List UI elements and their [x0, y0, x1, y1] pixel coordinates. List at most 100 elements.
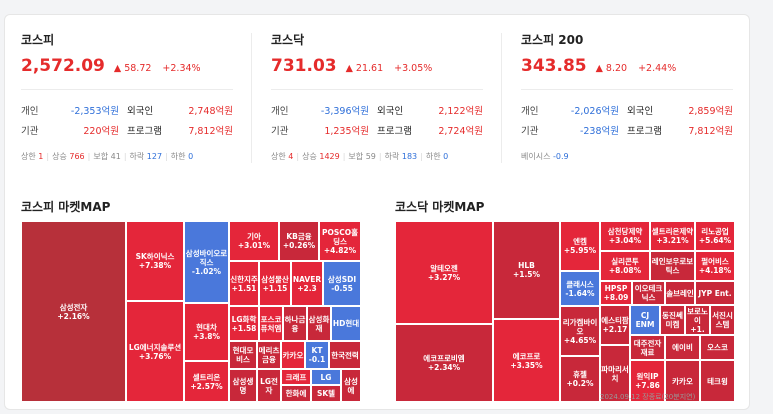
kospi-map-tile[interactable]: 삼성물산 +1.15	[259, 261, 291, 306]
kospi-map-tile[interactable]: 삼성전자 +2.16%	[21, 221, 126, 402]
tile-change: +4.18%	[698, 266, 732, 275]
kosdaq-map-tile[interactable]: 에이비	[665, 335, 700, 360]
kospi200-name[interactable]: 코스피 200	[521, 33, 584, 47]
tile-name: 삼성에	[344, 376, 358, 395]
kospi-map-tile[interactable]: 카카오	[281, 341, 305, 369]
kosdaq-map-tile[interactable]: 동진쎄미켐	[660, 305, 685, 335]
kospi-map-tile[interactable]: 크래프	[281, 369, 311, 385]
kosdaq-map-tile[interactable]: 솔브레인	[665, 281, 695, 305]
tile-name: KT	[311, 346, 323, 355]
tile-change: +4.82%	[323, 245, 357, 255]
kosdaq-map-tile[interactable]: HPSP +8.09	[600, 281, 632, 305]
tile-name: HLB	[518, 261, 535, 270]
tile-name: 하나금융	[284, 314, 306, 333]
kospi-map-tile[interactable]: SK텔	[311, 385, 341, 402]
kosdaq-map-tile[interactable]: 에코프로비엠 +2.34%	[395, 324, 493, 402]
kospi-map-tile[interactable]: KT -0.1	[305, 341, 329, 369]
column-divider	[251, 33, 252, 163]
kosdaq-name[interactable]: 코스닥	[271, 33, 305, 47]
kosdaq-map-tile[interactable]: 삼천당제약 +3.04%	[600, 221, 650, 251]
kospi-map-tile[interactable]: NAVER +2.3	[291, 261, 323, 306]
kospi-map-tile[interactable]: 삼성에	[341, 369, 361, 402]
tile-name: HPSP	[604, 284, 628, 293]
kosdaq-map-tile[interactable]: 테크윙	[700, 360, 735, 402]
tile-change: +3.76%	[138, 351, 172, 361]
tile-change: +4.65%	[563, 335, 597, 345]
kospi-map-tile[interactable]: LG	[311, 369, 341, 385]
tile-name: 삼성바이오로직스	[185, 248, 228, 267]
kosdaq-map-tile[interactable]: 리노공업 +5.64%	[695, 221, 735, 251]
kospi-map-tile[interactable]: 삼성화재	[307, 306, 331, 341]
kospi-map-tile[interactable]: 삼성SDI -0.55	[323, 261, 361, 306]
kosdaq-map-tile[interactable]: 휴젤 +0.2%	[560, 356, 600, 402]
kospi-map-tile[interactable]: LG에너지솔루션 +3.76%	[126, 301, 184, 402]
kosdaq-map-tile[interactable]: 보로노이 +1.	[685, 305, 710, 335]
kospi-map-tile[interactable]: 한화에	[281, 385, 311, 402]
kospi-map-tile[interactable]: KB금융 +0.26%	[279, 221, 319, 261]
kospi-panel[interactable]: 코스피 2,572.09 ▲ 58.72 +2.34%	[21, 31, 246, 76]
kosdaq-map-tile[interactable]: 레인보우로보틱스	[650, 251, 695, 281]
tile-name: 삼성전자	[59, 302, 88, 312]
tile-name: KB금융	[286, 232, 312, 241]
kospi-map-tile[interactable]: LG화학 +1.58	[229, 306, 259, 341]
kospi-map-tile[interactable]: 현대모비스	[229, 341, 257, 369]
kospi-map-tile[interactable]: 신한지주 +1.51	[229, 261, 259, 306]
market-summary-card: 코스피 2,572.09 ▲ 58.72 +2.34% 개인 -2,353억원 외…	[4, 14, 750, 410]
kospi-map-tile[interactable]: POSCO홀딩스 +4.82%	[319, 221, 361, 261]
kosdaq-map-tile[interactable]: 엔켐 +5.95%	[560, 221, 600, 271]
tile-change: +5.64%	[698, 236, 732, 245]
kosdaq-panel[interactable]: 코스닥 731.03 ▲ 21.61 +3.05%	[271, 31, 496, 76]
kospi-map-tile[interactable]: HD현대	[331, 306, 361, 341]
kospi-map-tile[interactable]: LG전자	[257, 369, 281, 402]
tile-name: 동진쎄미켐	[662, 311, 683, 329]
kosdaq-map-tile[interactable]: 리가켐바이오 +4.65%	[560, 306, 600, 356]
kosdaq-map-tile[interactable]: 원익IP +7.86	[630, 360, 665, 402]
kospi-map-tile[interactable]: 현대차 +3.8%	[184, 303, 229, 361]
tile-name: 에스티팜	[601, 316, 629, 325]
kosdaq-map-tile[interactable]: 에코프로 +3.35%	[493, 319, 560, 402]
tile-name: 크래프	[285, 372, 307, 382]
kospi-map-tile[interactable]: SK하이닉스 +7.38%	[126, 221, 184, 301]
kosdaq-map-tile[interactable]: 파마리서치	[600, 345, 630, 402]
kospi-map-tile[interactable]: 셀트리온 +2.57%	[184, 361, 229, 402]
kospi-map-tile[interactable]: 삼성바이오로직스 -1.02%	[184, 221, 229, 303]
kosdaq-map-tile[interactable]: 이오테크닉스	[632, 281, 665, 305]
kosdaq-map-tile[interactable]: 실리콘투 +8.08%	[600, 251, 650, 281]
kosdaq-map-tile[interactable]: JYP Ent.	[695, 281, 735, 305]
tile-name: 에이비	[672, 343, 693, 352]
tile-name: 카카오	[282, 350, 304, 360]
tile-name: 기아	[247, 232, 261, 241]
kospi200-panel[interactable]: 코스피 200 343.85 ▲ 8.20 +2.44%	[521, 31, 746, 76]
kospi-map-tile[interactable]: 하나금융	[283, 306, 307, 341]
divider	[271, 89, 483, 90]
kosdaq-map-tile[interactable]: HLB +1.5%	[493, 221, 560, 319]
kospi-map-tile[interactable]: 한국전력	[329, 341, 361, 369]
kospi200-change: ▲ 8.20	[595, 63, 628, 74]
kospi-change: ▲ 58.72	[113, 63, 152, 74]
kospi-map-title[interactable]: 코스피 마켓MAP	[21, 200, 111, 214]
kospi-map-tile[interactable]: 포스코퓨처엠	[259, 306, 283, 341]
kosdaq-map-tile[interactable]: 카카오	[665, 360, 700, 402]
tile-name: CJ ENM	[635, 311, 655, 329]
kosdaq-map-tile[interactable]: 펄어비스 +4.18%	[695, 251, 735, 281]
kospi-map-tile[interactable]: 메리츠금융	[257, 341, 281, 369]
kosdaq-map-tile[interactable]: 알테오젠 +3.27%	[395, 221, 493, 324]
kosdaq-map-tile[interactable]: 오스코	[700, 335, 735, 360]
tile-name: 휴젤	[573, 370, 587, 379]
kosdaq-map-tile[interactable]: 에스티팜 +2.17	[600, 305, 630, 345]
kospi-map-tile[interactable]: 기아 +3.01%	[229, 221, 279, 261]
kospi-name[interactable]: 코스피	[21, 33, 55, 47]
tile-name: 레인보우로보틱스	[651, 257, 694, 275]
kosdaq-map-tile[interactable]: 셀트리온제약 +3.21%	[650, 221, 695, 251]
kosdaq-map-tile[interactable]: 대주전자재료	[630, 335, 665, 360]
kosdaq-map-tile[interactable]: 서진시스템	[710, 305, 735, 335]
divider	[521, 89, 733, 90]
kospi-map-tile[interactable]: 삼성생명	[229, 369, 257, 402]
kosdaq-map-title[interactable]: 코스닥 마켓MAP	[395, 200, 485, 214]
kosdaq-map-tile[interactable]: 클래시스 -1.64%	[560, 271, 600, 306]
tile-name: 오스코	[707, 343, 728, 352]
tile-name: 셀트리온제약	[651, 227, 694, 236]
tile-change: +1.15	[262, 283, 288, 293]
kosdaq-map-tile[interactable]: CJ ENM	[630, 305, 660, 335]
tile-name: 대주전자재료	[633, 338, 662, 357]
